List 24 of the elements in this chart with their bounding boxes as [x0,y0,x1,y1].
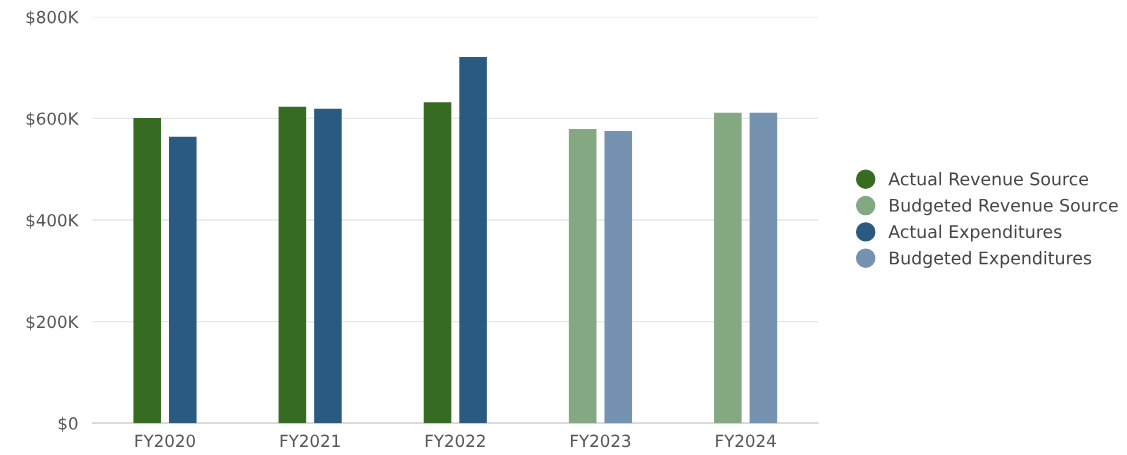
bar [314,108,342,424]
x-tick-label: FY2024 [716,434,776,448]
y-tick-label: $600K [26,112,79,128]
bar [278,106,307,424]
bar [749,112,778,424]
x-tick-label: FY2022 [425,434,485,448]
legend-label: Actual Expenditures [888,224,1062,242]
bar [604,131,633,424]
y-tick-label: $400K [26,213,79,229]
y-tick-label: $200K [26,315,79,331]
bar [133,117,161,424]
y-tick-label: $800K [26,10,79,26]
legend-label: Actual Revenue Source [888,172,1088,186]
legend-label: Budgeted Expenditures [889,251,1092,268]
bar [423,102,452,424]
bar [168,136,197,424]
y-tick-label: $0 [58,416,78,432]
bar [459,56,487,424]
x-tick-label: FY2020 [135,434,195,448]
x-tick-label: FY2023 [571,434,631,448]
legend-label: Budgeted Revenue Source [889,198,1118,216]
bar [714,112,742,424]
x-tick-label: FY2021 [280,434,340,448]
bar [568,129,597,424]
